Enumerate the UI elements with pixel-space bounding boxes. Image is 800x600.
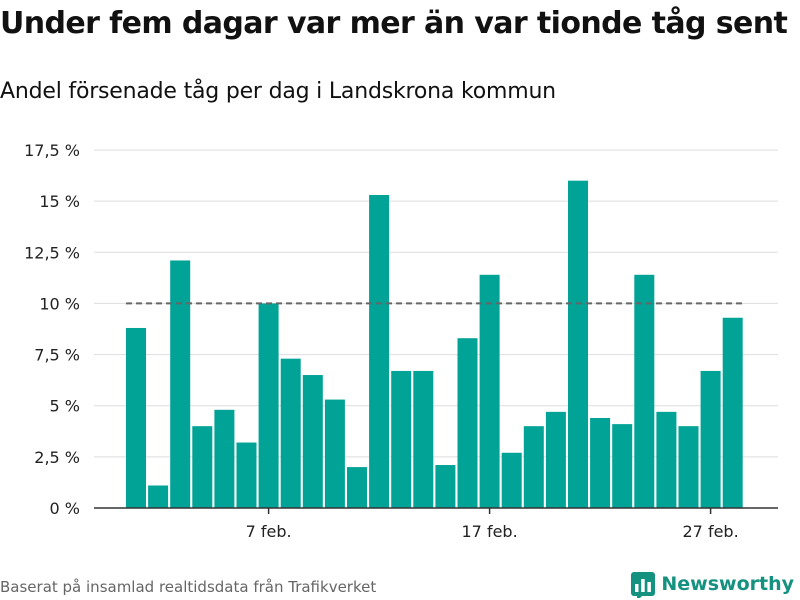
bar xyxy=(413,370,434,508)
bar xyxy=(324,399,345,508)
bar xyxy=(280,358,301,508)
bar xyxy=(634,274,655,508)
bar xyxy=(568,180,588,508)
bar xyxy=(612,424,633,508)
bar xyxy=(192,426,213,508)
bar xyxy=(479,274,500,508)
bar xyxy=(391,370,412,508)
bar xyxy=(722,317,743,508)
bar xyxy=(590,417,611,508)
x-tick-label: 7 feb. xyxy=(246,522,292,541)
bar xyxy=(170,260,191,508)
bar xyxy=(700,370,721,508)
bar xyxy=(678,426,699,508)
y-tick-label: 7,5 % xyxy=(34,346,80,365)
brand-name: Newsworthy xyxy=(661,573,794,595)
bar xyxy=(302,375,323,508)
y-tick-label: 10 % xyxy=(39,294,80,313)
chart-title: Under fem dagar var mer än var tionde tå… xyxy=(0,6,788,41)
bar xyxy=(435,465,456,508)
y-tick-label: 5 % xyxy=(50,397,80,416)
brand-logo: Newsworthy xyxy=(631,569,794,599)
bar xyxy=(126,327,146,508)
bar xyxy=(347,467,367,508)
y-tick-label: 0 % xyxy=(50,499,80,518)
y-tick-label: 15 % xyxy=(39,192,80,211)
bar xyxy=(457,338,478,508)
y-tick-label: 12,5 % xyxy=(24,243,80,262)
source-note: Baserat på insamlad realtidsdata från Tr… xyxy=(0,578,377,596)
bar xyxy=(656,411,677,508)
bar xyxy=(545,411,566,508)
y-tick-label: 2,5 % xyxy=(34,448,80,467)
chart-subtitle: Andel försenade tåg per dag i Landskrona… xyxy=(0,79,556,104)
y-axis-ticks: 0 % 2,5 % 5 % 7,5 % 10 % 12,5 % 15 % 17,5 % xyxy=(24,141,80,518)
x-tick-label: 27 feb. xyxy=(683,522,739,541)
bar xyxy=(523,426,544,508)
bar xyxy=(214,409,235,508)
bar xyxy=(369,195,390,508)
bar xyxy=(258,303,279,508)
bar xyxy=(148,485,169,508)
x-tick-label: 17 feb. xyxy=(462,522,518,541)
bars xyxy=(126,180,743,508)
bar xyxy=(501,452,522,508)
newsworthy-logo-icon xyxy=(631,572,656,598)
y-tick-label: 17,5 % xyxy=(24,141,80,160)
x-axis-ticks: 7 feb. 17 feb. 27 feb. xyxy=(246,508,739,541)
bar xyxy=(236,442,257,508)
